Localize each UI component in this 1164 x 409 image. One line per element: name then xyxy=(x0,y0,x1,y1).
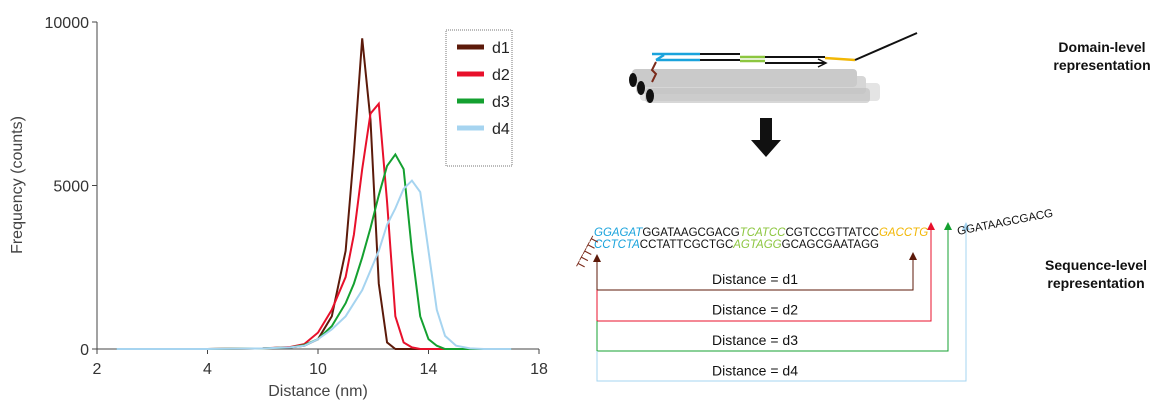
sequence-segment: CGTCCGTTATCC xyxy=(785,227,878,239)
poly-t: TTTTT xyxy=(575,235,602,272)
strand xyxy=(824,56,856,62)
sequence-segment: TCATCC xyxy=(740,227,786,239)
linker xyxy=(650,61,658,83)
y-tick-label: 5000 xyxy=(53,179,89,196)
distance-bracket xyxy=(596,226,932,322)
helix-end xyxy=(646,89,654,103)
x-tick-label: 18 xyxy=(530,361,548,378)
legend-label: d3 xyxy=(492,94,510,111)
y-tick-label: 0 xyxy=(80,342,89,359)
x-tick-label: 4 xyxy=(203,361,212,378)
strand xyxy=(854,32,918,61)
arrowhead xyxy=(909,252,917,260)
helix-end xyxy=(637,81,645,95)
down-arrow xyxy=(751,118,781,157)
distance-label: Distance = d1 xyxy=(712,271,798,287)
line-series xyxy=(116,179,512,350)
sequence-segment: GGAGAT xyxy=(594,227,643,239)
x-tick-label: 2 xyxy=(93,361,102,378)
helix xyxy=(645,88,870,103)
arrowhead xyxy=(962,222,970,230)
arrowhead xyxy=(593,254,601,262)
distance-label: Distance = d2 xyxy=(712,302,798,318)
distance-bracket xyxy=(596,256,914,291)
legend-box xyxy=(445,29,513,167)
legend-label: d4 xyxy=(492,121,510,138)
strand xyxy=(655,53,665,62)
legend-label: d1 xyxy=(492,40,510,57)
arrowhead xyxy=(944,222,952,230)
distance-bracket xyxy=(596,226,949,352)
domain-label: Domain-level xyxy=(1058,39,1145,55)
sequence-label: Sequence-level xyxy=(1045,257,1147,273)
sequence: GGAGATGGATAAGCGACGTCATCCCGTCCGTTATCCGACC… xyxy=(594,227,928,239)
domain-label: representation xyxy=(1053,57,1150,73)
arrowhead xyxy=(927,222,935,230)
sequence-segment: GGATAAGCGACG xyxy=(642,227,739,239)
x-axis-label: Distance (nm) xyxy=(268,383,368,400)
helix xyxy=(632,69,857,87)
sequence-segment: AGTAGG xyxy=(732,239,781,251)
arrowhead xyxy=(817,58,828,68)
legend-label: d2 xyxy=(492,67,510,84)
x-tick-label: 14 xyxy=(420,361,438,378)
distance-bracket xyxy=(596,226,967,382)
distance-label: Distance = d3 xyxy=(712,332,798,348)
domain-diagram xyxy=(629,32,918,157)
sequence-segment: CCTATTCGCTGC xyxy=(640,239,733,251)
y-axis-label: Frequency (counts) xyxy=(9,116,26,254)
line-series xyxy=(116,152,512,350)
sequence-tail: GGATAAGCGACG xyxy=(956,208,1054,238)
sequence-label: representation xyxy=(1047,275,1144,291)
distance-lines xyxy=(593,222,970,382)
helix-end xyxy=(629,73,637,87)
y-tick-label: 10000 xyxy=(45,15,90,32)
sequence-segment: CCTCTA xyxy=(594,239,640,251)
distance-label: Distance = d4 xyxy=(712,363,798,379)
x-tick-label: 10 xyxy=(309,361,327,378)
sequence: CCTCTACCTATTCGCTGCAGTAGGGCAGCGAATAGG xyxy=(594,239,879,251)
sequence-segment: GCAGCGAATAGG xyxy=(782,239,879,251)
sequence-segment: GACCTG xyxy=(879,227,928,239)
